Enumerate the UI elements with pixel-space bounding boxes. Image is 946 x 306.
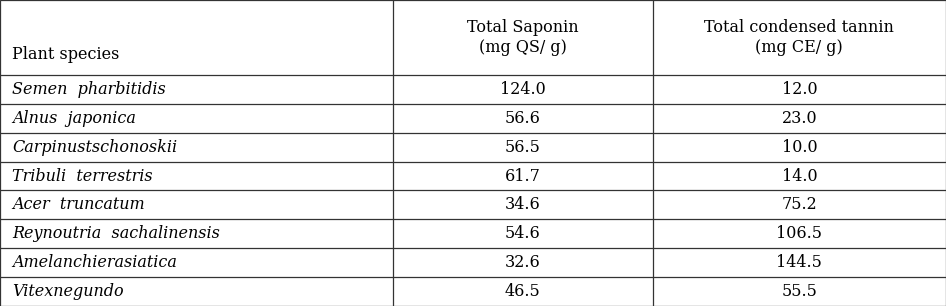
Text: 61.7: 61.7 [505, 168, 540, 185]
Text: 12.0: 12.0 [781, 81, 817, 98]
Text: Acer  truncatum: Acer truncatum [12, 196, 145, 213]
Text: Semen  pharbitidis: Semen pharbitidis [12, 81, 166, 98]
Text: Tribuli  terrestris: Tribuli terrestris [12, 168, 153, 185]
Text: Vitexnegundo: Vitexnegundo [12, 283, 124, 300]
Text: 55.5: 55.5 [781, 283, 817, 300]
Text: 32.6: 32.6 [505, 254, 540, 271]
Text: 106.5: 106.5 [777, 225, 822, 242]
Text: 54.6: 54.6 [505, 225, 540, 242]
Text: Alnus  japonica: Alnus japonica [12, 110, 136, 127]
Text: 56.6: 56.6 [505, 110, 540, 127]
Text: 23.0: 23.0 [781, 110, 817, 127]
Text: 46.5: 46.5 [505, 283, 540, 300]
Text: Plant species: Plant species [12, 46, 120, 63]
Text: Total condensed tannin
(mg CE/ g): Total condensed tannin (mg CE/ g) [705, 19, 894, 56]
Text: Reynoutria  sachalinensis: Reynoutria sachalinensis [12, 225, 220, 242]
Text: 124.0: 124.0 [499, 81, 546, 98]
Text: Amelanchierasiatica: Amelanchierasiatica [12, 254, 177, 271]
Text: 144.5: 144.5 [777, 254, 822, 271]
Text: 75.2: 75.2 [781, 196, 817, 213]
Text: 14.0: 14.0 [781, 168, 817, 185]
Text: 10.0: 10.0 [781, 139, 817, 156]
Text: Total Saponin
(mg QS/ g): Total Saponin (mg QS/ g) [467, 19, 578, 56]
Text: 56.5: 56.5 [505, 139, 540, 156]
Text: 34.6: 34.6 [505, 196, 540, 213]
Text: Carpinustschonoskii: Carpinustschonoskii [12, 139, 178, 156]
